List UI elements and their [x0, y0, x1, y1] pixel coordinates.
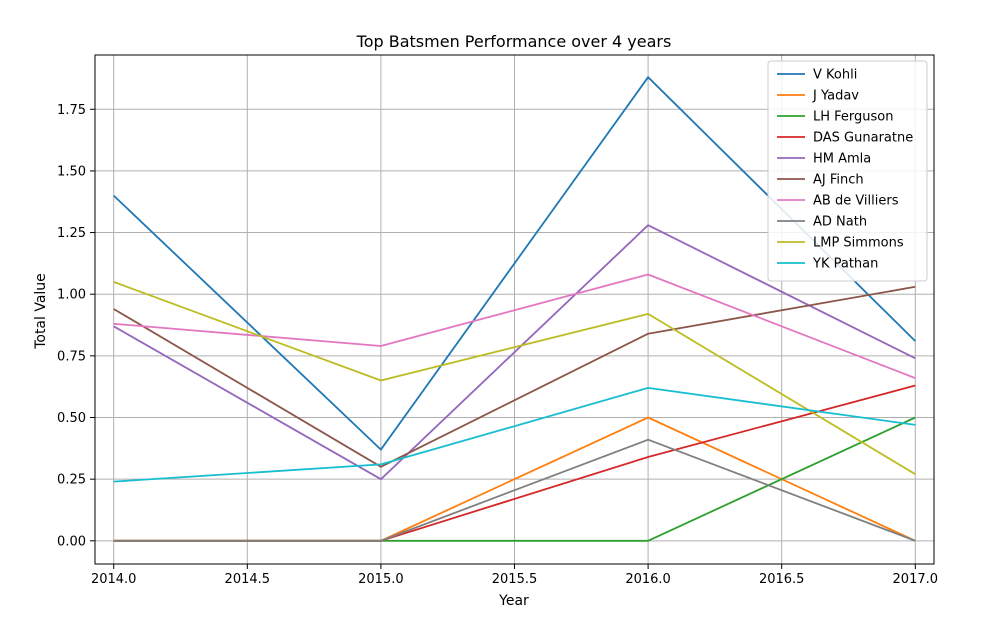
x-tick-label: 2017.0 [893, 572, 939, 587]
x-tick-label: 2015.0 [358, 572, 404, 587]
legend: V Kohli J Yadav LH Ferguson DAS Gunaratne HM… [767, 60, 928, 282]
x-tick-label: 2016.0 [625, 572, 671, 587]
legend-label: YK Pathan [812, 257, 878, 272]
y-tick-label: 0.00 [57, 534, 86, 549]
series-line-ad-nath [113, 438, 916, 542]
series-line-yk-pathan [113, 386, 916, 483]
legend-label: HM Amla [813, 152, 871, 167]
legend-label: LH Ferguson [813, 110, 894, 125]
y-tick-label: 0.25 [57, 473, 86, 488]
series-line-ab-de-villiers [113, 273, 916, 379]
y-tick-label: 1.50 [57, 164, 86, 179]
y-tick-label: 1.75 [57, 103, 86, 118]
x-axis-ticks: 2014.0 2014.5 2015.0 2015.5 2016.0 2016.5 2017… [91, 564, 938, 587]
y-axis-ticks: 0.00 0.25 0.50 0.75 1.00 1.25 1.50 1.75 [57, 103, 95, 549]
y-tick-label: 1.00 [57, 288, 86, 303]
legend-label: V Kohli [813, 68, 857, 83]
series-line-aj-finch [113, 285, 916, 468]
x-tick-label: 2014.5 [225, 572, 271, 587]
legend-label: AB de Villiers [813, 194, 899, 209]
x-axis-label: Year [498, 593, 529, 609]
x-tick-label: 2016.5 [759, 572, 805, 587]
legend-label: AD Nath [813, 215, 867, 230]
series-line-lmp-simmons [113, 281, 916, 475]
legend-label: DAS Gunaratne [813, 131, 913, 146]
y-tick-label: 0.50 [57, 411, 86, 426]
x-tick-label: 2015.5 [492, 572, 538, 587]
legend-label: AJ Finch [813, 173, 864, 188]
y-tick-label: 0.75 [57, 349, 86, 364]
chart-title: Top Batsmen Performance over 4 years [356, 32, 672, 51]
legend-box [767, 60, 928, 282]
series-lines [113, 76, 916, 542]
legend-label: LMP Simmons [813, 236, 904, 251]
legend-label: J Yadav [812, 89, 859, 104]
series-line-hm-amla [113, 224, 916, 481]
x-tick-label: 2014.0 [91, 572, 137, 587]
y-axis-label: Total Value [33, 273, 49, 350]
y-tick-label: 1.25 [57, 226, 86, 241]
